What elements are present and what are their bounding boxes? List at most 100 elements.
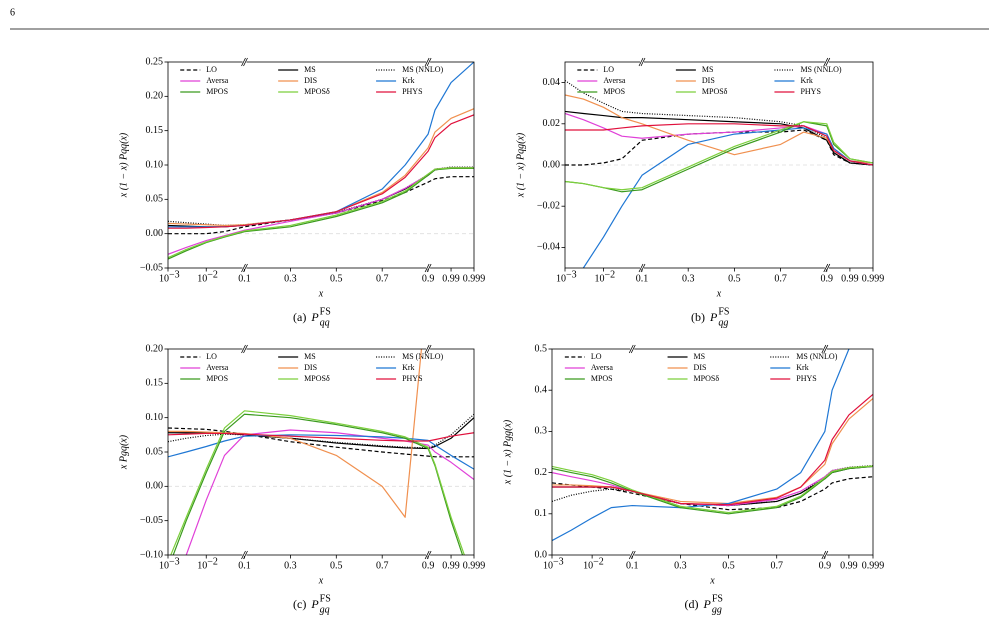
break-mark [630, 344, 636, 354]
series-line [168, 427, 474, 458]
y-tick-label: 0.5 [535, 343, 548, 354]
break-mark [426, 263, 432, 273]
break-mark [628, 344, 634, 354]
break-mark [424, 57, 430, 67]
break-mark [424, 344, 430, 354]
x-axis-label: x [716, 288, 722, 299]
y-axis-label: x (1 − x) Pgg(x) [502, 419, 513, 485]
legend-label: LO [591, 352, 602, 361]
legend-label: Krk [800, 76, 812, 85]
x-tick-label: 0.999 [463, 273, 486, 284]
break-mark [823, 344, 829, 354]
series-line [552, 349, 850, 542]
legend-label: MS [304, 352, 316, 361]
break-gap [822, 554, 827, 556]
legend-label: MPOS [591, 374, 613, 383]
x-tick-label: 10 [595, 273, 605, 284]
x-tick-label: 0.5 [330, 560, 343, 571]
break-gap [242, 554, 247, 556]
legend-label: MPOS [603, 87, 625, 96]
y-tick-label: 0.3 [535, 426, 548, 437]
y-tick-label: 0.4 [535, 384, 548, 395]
x-tick-exponent: −2 [605, 269, 616, 280]
caption-symbol: P [310, 597, 319, 611]
series-line [168, 432, 474, 442]
legend-label: DIS [304, 76, 317, 85]
legend-label: Krk [402, 76, 414, 85]
y-tick-label: 0.20 [146, 91, 164, 102]
series-line [552, 393, 873, 506]
series-line [552, 465, 873, 507]
y-tick-label: −0.10 [140, 549, 163, 560]
break-mark [821, 550, 827, 560]
x-tick-label: 0.5 [330, 273, 343, 284]
y-tick-label: 0.00 [146, 228, 164, 239]
x-tick-label: 0.5 [722, 560, 735, 571]
y-tick-label: 0.05 [146, 194, 164, 205]
x-tick-label: 0.3 [674, 560, 687, 571]
break-mark [823, 550, 829, 560]
legend-label: MS [694, 352, 706, 361]
x-tick-label: 0.99 [442, 273, 460, 284]
caption-symbol: P [709, 310, 718, 324]
x-tick-label: 0.1 [238, 560, 251, 571]
legend-label: Krk [796, 363, 808, 372]
caption-sup: FS [718, 306, 729, 317]
x-tick-label: 0.1 [636, 273, 649, 284]
y-tick-label: 0.10 [146, 159, 164, 170]
legend-label: MPOS [206, 87, 228, 96]
legend-label: LO [206, 65, 217, 74]
x-tick-label: 0.5 [728, 273, 741, 284]
plot-frame [564, 61, 874, 269]
legend-label: DIS [702, 76, 715, 85]
break-mark [243, 263, 248, 273]
y-tick-label: 0.05 [146, 446, 164, 457]
y-tick-label: 0.20 [146, 343, 164, 354]
legend-label: PHYS [402, 374, 422, 383]
legend-label: MS (NNLO) [402, 352, 443, 361]
legend-label: Aversa [206, 363, 229, 372]
break-mark [426, 550, 432, 560]
x-tick-label: 10 [583, 560, 593, 571]
break-gap [426, 554, 431, 556]
legend-label: MS [304, 65, 316, 74]
series-line [565, 110, 873, 166]
break-mark [821, 344, 827, 354]
series-line [168, 417, 474, 450]
x-tick-label: 0.99 [841, 273, 859, 284]
break-mark [241, 57, 246, 67]
y-tick-label: −0.04 [537, 242, 560, 253]
y-tick-label: 0.15 [146, 125, 164, 136]
caption-sub: gg [712, 604, 722, 615]
x-tick-exponent: −3 [169, 556, 180, 567]
x-tick-label: 0.9 [821, 273, 834, 284]
legend-label: Aversa [591, 363, 614, 372]
break-gap [640, 61, 644, 63]
break-mark [426, 57, 432, 67]
x-axis-label: x [318, 575, 324, 586]
legend-label: DIS [694, 363, 707, 372]
series-line [168, 413, 474, 449]
x-tick-label: 10 [159, 560, 169, 571]
x-tick-label: 0.9 [422, 560, 435, 571]
legend-label: PHYS [402, 87, 422, 96]
plot-frame [167, 61, 475, 269]
y-tick-label: 0.02 [543, 118, 561, 129]
caption-sub: gq [320, 604, 330, 615]
x-tick-label: 0.1 [626, 560, 639, 571]
break-mark [640, 263, 646, 273]
series-line [168, 108, 474, 227]
series-line [168, 167, 474, 255]
y-tick-label: 0.00 [543, 159, 561, 170]
break-gap [242, 267, 247, 269]
break-mark [638, 263, 644, 273]
legend-label: MPOSδ [694, 374, 720, 383]
x-tick-label: 0.1 [238, 273, 251, 284]
x-tick-label: 0.9 [422, 273, 435, 284]
break-mark [241, 344, 246, 354]
series-line [552, 465, 873, 507]
x-tick-exponent: −2 [207, 269, 218, 280]
series-line [185, 429, 474, 555]
caption-label: (d) [685, 597, 699, 611]
legend-label: Krk [402, 363, 414, 372]
